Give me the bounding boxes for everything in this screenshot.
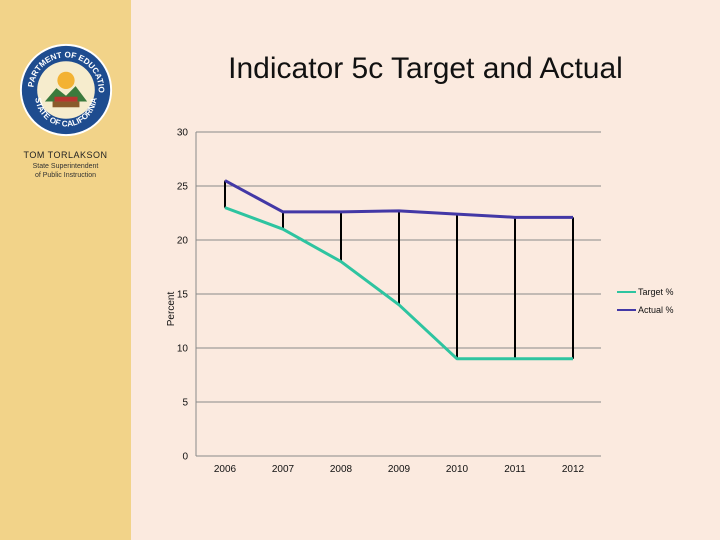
x-tick-label: 2011 <box>504 464 526 475</box>
x-tick-label: 2006 <box>214 464 237 475</box>
x-tick-label: 2009 <box>388 464 411 475</box>
superintendent-name: TOM TORLAKSON <box>23 150 108 160</box>
sidebar: DEPARTMENT OF EDUCATION STATE OF CALIFOR… <box>0 0 131 540</box>
page-title: Indicator 5c Target and Actual <box>228 52 623 85</box>
x-tick-label: 2010 <box>446 464 469 475</box>
seal-book-top <box>54 96 78 102</box>
seal-sun-icon <box>57 71 75 90</box>
department-of-education-seal: DEPARTMENT OF EDUCATION STATE OF CALIFOR… <box>18 42 113 137</box>
seal-center <box>37 61 95 119</box>
y-tick-label: 15 <box>177 290 189 301</box>
x-axis-ticks: 2006 2007 2008 2009 2010 2011 2012 <box>214 464 585 475</box>
y-tick-label: 30 <box>177 128 189 139</box>
y-tick-label: 10 <box>177 344 189 355</box>
seal-books-icon <box>52 101 80 108</box>
role-line-2: of Public Instruction <box>34 172 97 179</box>
series-lines <box>224 179 573 361</box>
legend: Target % Actual % <box>617 287 674 315</box>
y-tick-label: 20 <box>177 236 189 247</box>
role-line-1: State Superintendent <box>32 163 99 170</box>
legend-label: Actual % <box>638 305 674 315</box>
y-axis-ticks: 0 5 10 15 20 25 30 <box>177 128 189 463</box>
y-tick-label: 5 <box>182 398 188 409</box>
drop-lines <box>224 180 574 359</box>
series-line-actual <box>224 179 573 219</box>
y-axis-label: Percent <box>166 292 177 327</box>
y-tick-label: 25 <box>177 182 189 193</box>
y-tick-label: 0 <box>182 452 188 463</box>
legend-label: Target % <box>638 287 674 297</box>
x-tick-label: 2008 <box>330 464 353 475</box>
x-tick-label: 2007 <box>272 464 295 475</box>
x-tick-label: 2012 <box>562 464 585 475</box>
superintendent-role: State Superintendent of Public Instructi… <box>0 162 131 180</box>
series-line-target <box>224 206 573 361</box>
